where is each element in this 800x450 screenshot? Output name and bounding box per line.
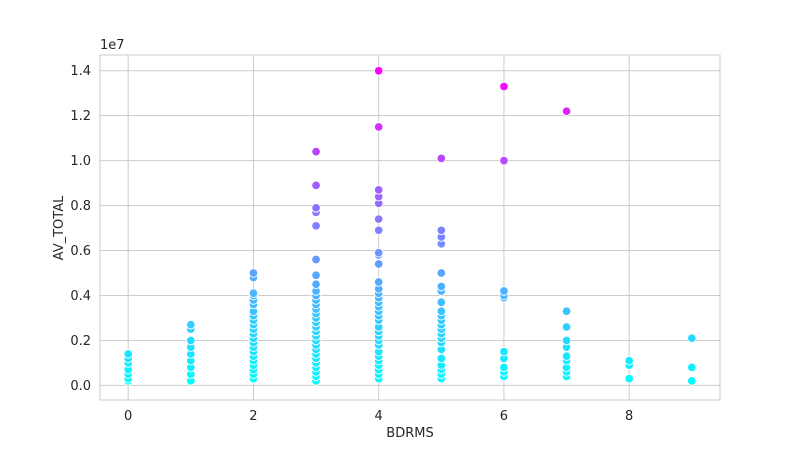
data-point <box>373 65 384 76</box>
data-point <box>687 376 697 386</box>
data-point <box>311 146 321 157</box>
x-tick-label: 0 <box>124 409 132 424</box>
data-point <box>624 355 634 366</box>
x-tick-label: 6 <box>500 409 508 424</box>
data-point <box>373 214 384 224</box>
data-point <box>561 322 572 332</box>
y-tick-label: 1.4 <box>70 64 91 79</box>
data-point <box>499 286 509 296</box>
data-point <box>436 297 447 307</box>
grid-lines <box>100 55 720 400</box>
data-point <box>123 349 133 359</box>
data-point <box>311 254 321 265</box>
x-tick-labels: 0 2 4 6 8 <box>124 409 633 424</box>
x-axis-label: BDRMS <box>386 426 433 441</box>
y-tick-label: 1.2 <box>70 109 91 124</box>
data-point <box>499 346 509 357</box>
data-point <box>624 373 634 384</box>
y-tick-label: 0.2 <box>70 334 91 349</box>
data-point <box>248 288 259 298</box>
data-point <box>499 155 509 166</box>
data-point <box>248 268 259 278</box>
data-point <box>561 106 572 116</box>
data-point <box>373 122 384 132</box>
data-point <box>436 153 447 164</box>
data-point <box>561 335 572 346</box>
y-offset-label: 1e7 <box>100 38 125 53</box>
data-point <box>311 279 321 290</box>
y-tick-label: 0.8 <box>70 199 91 214</box>
y-axis-label: AV_TOTAL <box>52 195 67 260</box>
data-point <box>499 81 509 92</box>
plot-frame <box>99 54 721 401</box>
data-point <box>436 281 447 292</box>
x-tick-label: 8 <box>625 409 633 424</box>
data-point <box>311 270 321 281</box>
data-point <box>687 362 697 373</box>
data-point <box>373 259 384 269</box>
data-point <box>311 203 321 213</box>
x-tick-label: 4 <box>375 409 383 424</box>
data-point <box>186 319 196 330</box>
data-point <box>186 335 196 346</box>
data-point <box>436 306 447 316</box>
y-tick-label: 0.0 <box>70 379 91 394</box>
data-point <box>373 248 384 258</box>
data-point <box>499 362 509 373</box>
data-point <box>311 221 321 231</box>
data-point <box>311 180 321 191</box>
data-point <box>687 333 697 343</box>
data-point <box>561 306 572 316</box>
data-point <box>436 353 447 364</box>
y-tick-labels: 0.0 0.2 0.4 0.6 0.8 1.0 1.2 1.4 <box>70 64 91 394</box>
data-point <box>373 225 384 236</box>
y-tick-label: 0.4 <box>70 289 91 304</box>
data-point <box>373 185 384 195</box>
data-point <box>373 277 384 287</box>
data-point <box>436 225 447 236</box>
data-point <box>436 268 447 278</box>
y-tick-label: 0.6 <box>70 244 91 259</box>
data-point <box>561 351 572 361</box>
x-tick-label: 2 <box>249 409 257 424</box>
y-tick-label: 1.0 <box>70 154 91 169</box>
data-points <box>123 65 697 386</box>
